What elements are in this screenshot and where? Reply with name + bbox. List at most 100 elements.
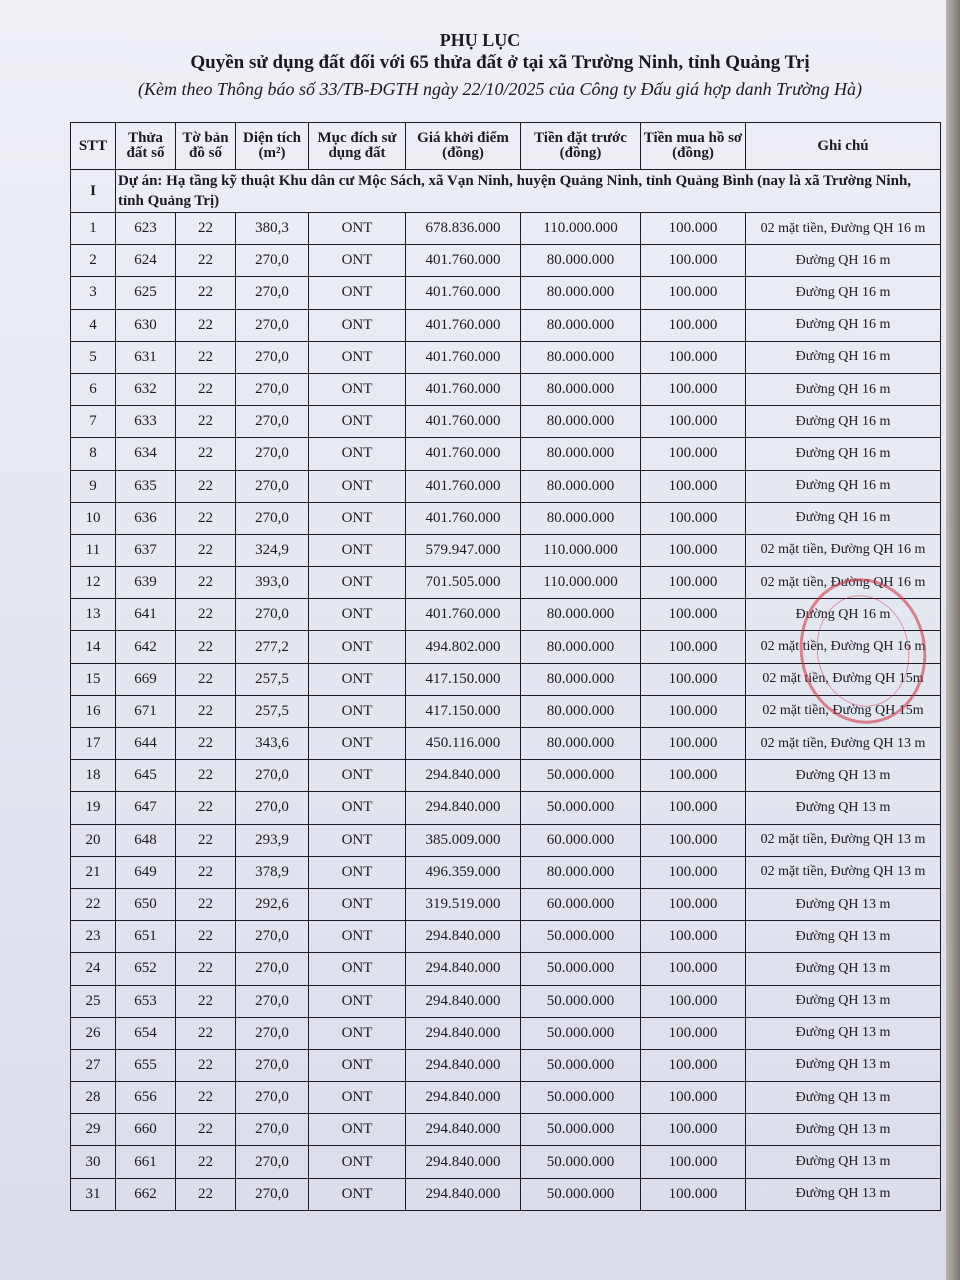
cell-starting-price: 494.802.000 bbox=[405, 630, 521, 664]
table-row: 27 655 22 270,0 ONT 294.840.000 50.000.000 100.… bbox=[70, 1048, 941, 1083]
cell-starting-price: 401.760.000 bbox=[405, 437, 521, 471]
cell-land-use: ONT bbox=[308, 501, 406, 535]
cell-land-use: ONT bbox=[308, 211, 406, 246]
cell-map-sheet: 22 bbox=[175, 308, 236, 342]
cell-dossier-fee: 100.000 bbox=[640, 726, 746, 761]
cell-land-use: ONT bbox=[308, 1145, 406, 1179]
cell-plot-number: 637 bbox=[115, 533, 176, 568]
cell-note: Đường QH 13 m bbox=[745, 759, 941, 793]
cell-plot-number: 631 bbox=[115, 340, 176, 374]
cell-note: Đường QH 16 m bbox=[745, 405, 941, 439]
cell-dossier-fee: 100.000 bbox=[640, 469, 746, 503]
cell-land-use: ONT bbox=[308, 308, 406, 342]
document-reference-note: (Kèm theo Thông báo số 33/TB-ĐGTH ngày 2… bbox=[137, 79, 863, 99]
cell-area: 293,9 bbox=[235, 823, 309, 857]
section-row: I Dự án: Hạ tầng kỹ thuật Khu dân cư Mộc… bbox=[70, 169, 941, 213]
cell-area: 257,5 bbox=[235, 662, 309, 696]
header-dossier-fee: Tiền mua hồ sơ (đồng) bbox=[640, 122, 746, 170]
cell-starting-price: 496.359.000 bbox=[405, 855, 521, 889]
cell-deposit: 110.000.000 bbox=[520, 533, 641, 568]
cell-plot-number: 650 bbox=[115, 887, 176, 922]
cell-area: 270,0 bbox=[235, 1016, 309, 1050]
header-land-use: Mục đích sử dụng đất bbox=[308, 122, 406, 170]
cell-stt: 6 bbox=[70, 372, 116, 407]
cell-map-sheet: 22 bbox=[175, 566, 236, 600]
table-row: 22 650 22 292,6 ONT 319.519.000 60.000.000 100.… bbox=[70, 887, 941, 922]
table-row: 7 633 22 270,0 ONT 401.760.000 80.000.000 100.0… bbox=[70, 405, 941, 439]
cell-land-use: ONT bbox=[308, 984, 406, 1018]
cell-stt: 28 bbox=[70, 1081, 116, 1115]
table-row: 11 637 22 324,9 ONT 579.947.000 110.000.000 100… bbox=[70, 533, 941, 568]
cell-dossier-fee: 100.000 bbox=[640, 598, 746, 632]
cell-plot-number: 647 bbox=[115, 791, 176, 825]
cell-deposit: 80.000.000 bbox=[520, 276, 641, 310]
cell-note: Đường QH 13 m bbox=[745, 920, 941, 954]
cell-plot-number: 624 bbox=[115, 244, 176, 278]
cell-note: Đường QH 16 m bbox=[745, 501, 941, 535]
cell-deposit: 80.000.000 bbox=[520, 469, 641, 503]
table-row: 15 669 22 257,5 ONT 417.150.000 80.000.000 100.… bbox=[70, 662, 941, 696]
cell-plot-number: 636 bbox=[115, 501, 176, 535]
cell-land-use: ONT bbox=[308, 1081, 406, 1115]
cell-area: 270,0 bbox=[235, 952, 309, 986]
cell-area: 270,0 bbox=[235, 405, 309, 439]
cell-deposit: 80.000.000 bbox=[520, 630, 641, 664]
cell-deposit: 80.000.000 bbox=[520, 372, 641, 407]
cell-stt: 26 bbox=[70, 1016, 116, 1050]
cell-starting-price: 401.760.000 bbox=[405, 308, 521, 342]
cell-plot-number: 662 bbox=[115, 1177, 176, 1211]
cell-map-sheet: 22 bbox=[175, 920, 236, 954]
cell-note: Đường QH 16 m bbox=[745, 469, 941, 503]
cell-starting-price: 294.840.000 bbox=[405, 1016, 521, 1050]
cell-note: 02 mặt tiền, Đường QH 13 m bbox=[745, 726, 941, 761]
cell-deposit: 50.000.000 bbox=[520, 1177, 641, 1211]
table-row: 25 653 22 270,0 ONT 294.840.000 50.000.000 100.… bbox=[70, 984, 941, 1018]
cell-note: Đường QH 13 m bbox=[745, 1145, 941, 1179]
cell-deposit: 50.000.000 bbox=[520, 791, 641, 825]
cell-stt: 27 bbox=[70, 1048, 116, 1083]
cell-plot-number: 669 bbox=[115, 662, 176, 696]
table-row: 17 644 22 343,6 ONT 450.116.000 80.000.000 100.… bbox=[70, 726, 941, 761]
cell-dossier-fee: 100.000 bbox=[640, 823, 746, 857]
table-row: 2 624 22 270,0 ONT 401.760.000 80.000.000 100.0… bbox=[70, 244, 941, 278]
cell-note: 02 mặt tiền, Đường QH 16 m bbox=[745, 211, 941, 246]
cell-starting-price: 678.836.000 bbox=[405, 211, 521, 246]
cell-starting-price: 450.116.000 bbox=[405, 726, 521, 761]
cell-note: Đường QH 13 m bbox=[745, 791, 941, 825]
cell-note: Đường QH 13 m bbox=[745, 1177, 941, 1211]
cell-map-sheet: 22 bbox=[175, 372, 236, 407]
cell-note: Đường QH 13 m bbox=[745, 887, 941, 922]
cell-stt: 16 bbox=[70, 694, 116, 729]
table-row: 26 654 22 270,0 ONT 294.840.000 50.000.000 100.… bbox=[70, 1016, 941, 1050]
cell-map-sheet: 22 bbox=[175, 405, 236, 439]
cell-starting-price: 294.840.000 bbox=[405, 1048, 521, 1083]
cell-area: 270,0 bbox=[235, 437, 309, 471]
cell-stt: 4 bbox=[70, 308, 116, 342]
cell-deposit: 80.000.000 bbox=[520, 405, 641, 439]
cell-dossier-fee: 100.000 bbox=[640, 244, 746, 278]
land-plot-table: STT Thửa đất số Tờ bản đồ số Diện tích (m²)… bbox=[70, 122, 941, 1211]
cell-deposit: 80.000.000 bbox=[520, 855, 641, 889]
cell-map-sheet: 22 bbox=[175, 437, 236, 471]
cell-dossier-fee: 100.000 bbox=[640, 308, 746, 342]
cell-map-sheet: 22 bbox=[175, 1048, 236, 1083]
cell-map-sheet: 22 bbox=[175, 887, 236, 922]
cell-map-sheet: 22 bbox=[175, 726, 236, 761]
document-heading: PHỤ LỤC bbox=[439, 30, 521, 50]
cell-deposit: 80.000.000 bbox=[520, 340, 641, 374]
cell-starting-price: 294.840.000 bbox=[405, 1081, 521, 1115]
cell-dossier-fee: 100.000 bbox=[640, 211, 746, 246]
cell-starting-price: 579.947.000 bbox=[405, 533, 521, 568]
cell-stt: 21 bbox=[70, 855, 116, 889]
cell-note: 02 mặt tiền, Đường QH 15m bbox=[745, 662, 941, 696]
cell-plot-number: 639 bbox=[115, 566, 176, 600]
cell-area: 270,0 bbox=[235, 791, 309, 825]
cell-stt: 19 bbox=[70, 791, 116, 825]
cell-note: 02 mặt tiền, Đường QH 13 m bbox=[745, 823, 941, 857]
cell-starting-price: 385.009.000 bbox=[405, 823, 521, 857]
cell-area: 270,0 bbox=[235, 1177, 309, 1211]
cell-deposit: 80.000.000 bbox=[520, 308, 641, 342]
cell-deposit: 110.000.000 bbox=[520, 211, 641, 246]
cell-map-sheet: 22 bbox=[175, 855, 236, 889]
cell-note: Đường QH 16 m bbox=[745, 437, 941, 471]
